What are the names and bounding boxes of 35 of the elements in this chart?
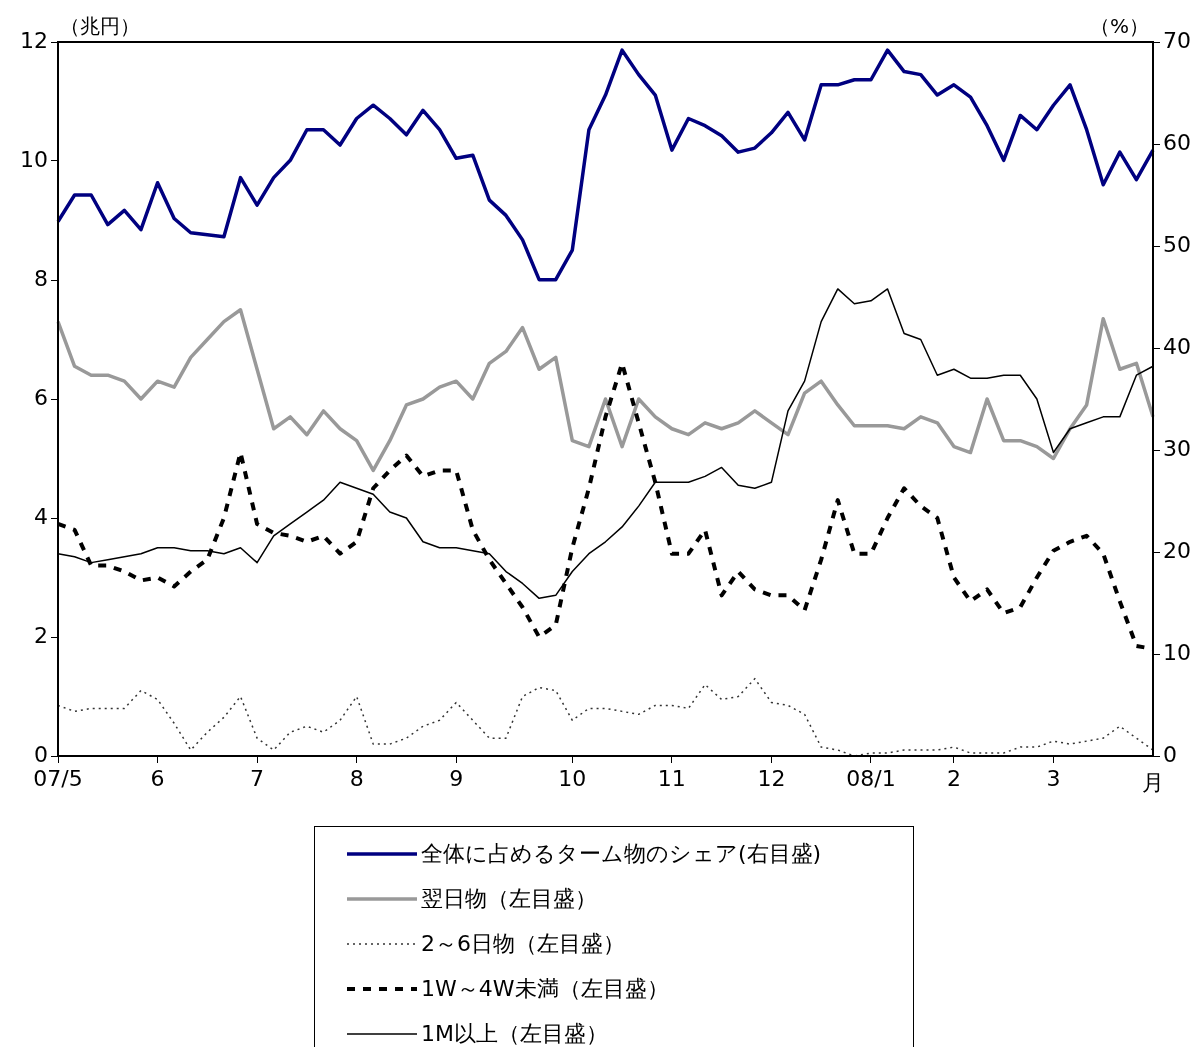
y2-tick-label: 20 <box>1163 537 1191 563</box>
x-tick-label: 2 <box>946 765 961 791</box>
x-tick-label: 3 <box>1046 765 1061 791</box>
y2-tick-label: 70 <box>1163 27 1191 53</box>
y-axis-title: （兆円） <box>60 14 140 39</box>
y2-axis-title: （%） <box>1089 14 1149 39</box>
legend-label: 全体に占めるターム物のシェア(右目盛) <box>421 839 822 868</box>
y2-tick-label: 40 <box>1163 333 1191 359</box>
y-tick-label: 8 <box>34 265 48 291</box>
legend-label: 1M以上（左目盛） <box>421 1019 608 1047</box>
legend-label: 翌日物（左目盛） <box>421 884 597 913</box>
y2-tick-label: 50 <box>1163 231 1191 257</box>
y2-tick-label: 30 <box>1163 435 1191 461</box>
y-tick-label: 12 <box>20 27 48 53</box>
y-tick-label: 6 <box>34 384 48 410</box>
y2-tick-label: 10 <box>1163 639 1191 665</box>
legend-label: 2～6日物（左目盛） <box>421 929 625 958</box>
y-tick-label: 10 <box>20 146 48 172</box>
x-tick-label: 8 <box>349 765 364 791</box>
x-tick-label: 10 <box>558 765 587 791</box>
y-tick-label: 0 <box>34 741 48 767</box>
y-tick-label: 2 <box>34 622 48 648</box>
y-tick-label: 4 <box>34 503 48 529</box>
legend-label: 1W～4W未満（左目盛） <box>421 974 669 1003</box>
x-axis-title: 月 <box>1142 769 1164 795</box>
line-series <box>57 677 1154 756</box>
x-tick-label: 11 <box>657 765 686 791</box>
x-tick-label: 9 <box>449 765 464 791</box>
x-tick-label: 6 <box>150 765 165 791</box>
y2-tick-label: 60 <box>1163 129 1191 155</box>
x-tick-label: 07/5 <box>33 765 83 791</box>
y2-tick-label: 0 <box>1163 741 1177 767</box>
x-tick-label: 08/1 <box>846 765 896 791</box>
x-tick-label: 12 <box>757 765 786 791</box>
x-tick-label: 7 <box>250 765 265 791</box>
